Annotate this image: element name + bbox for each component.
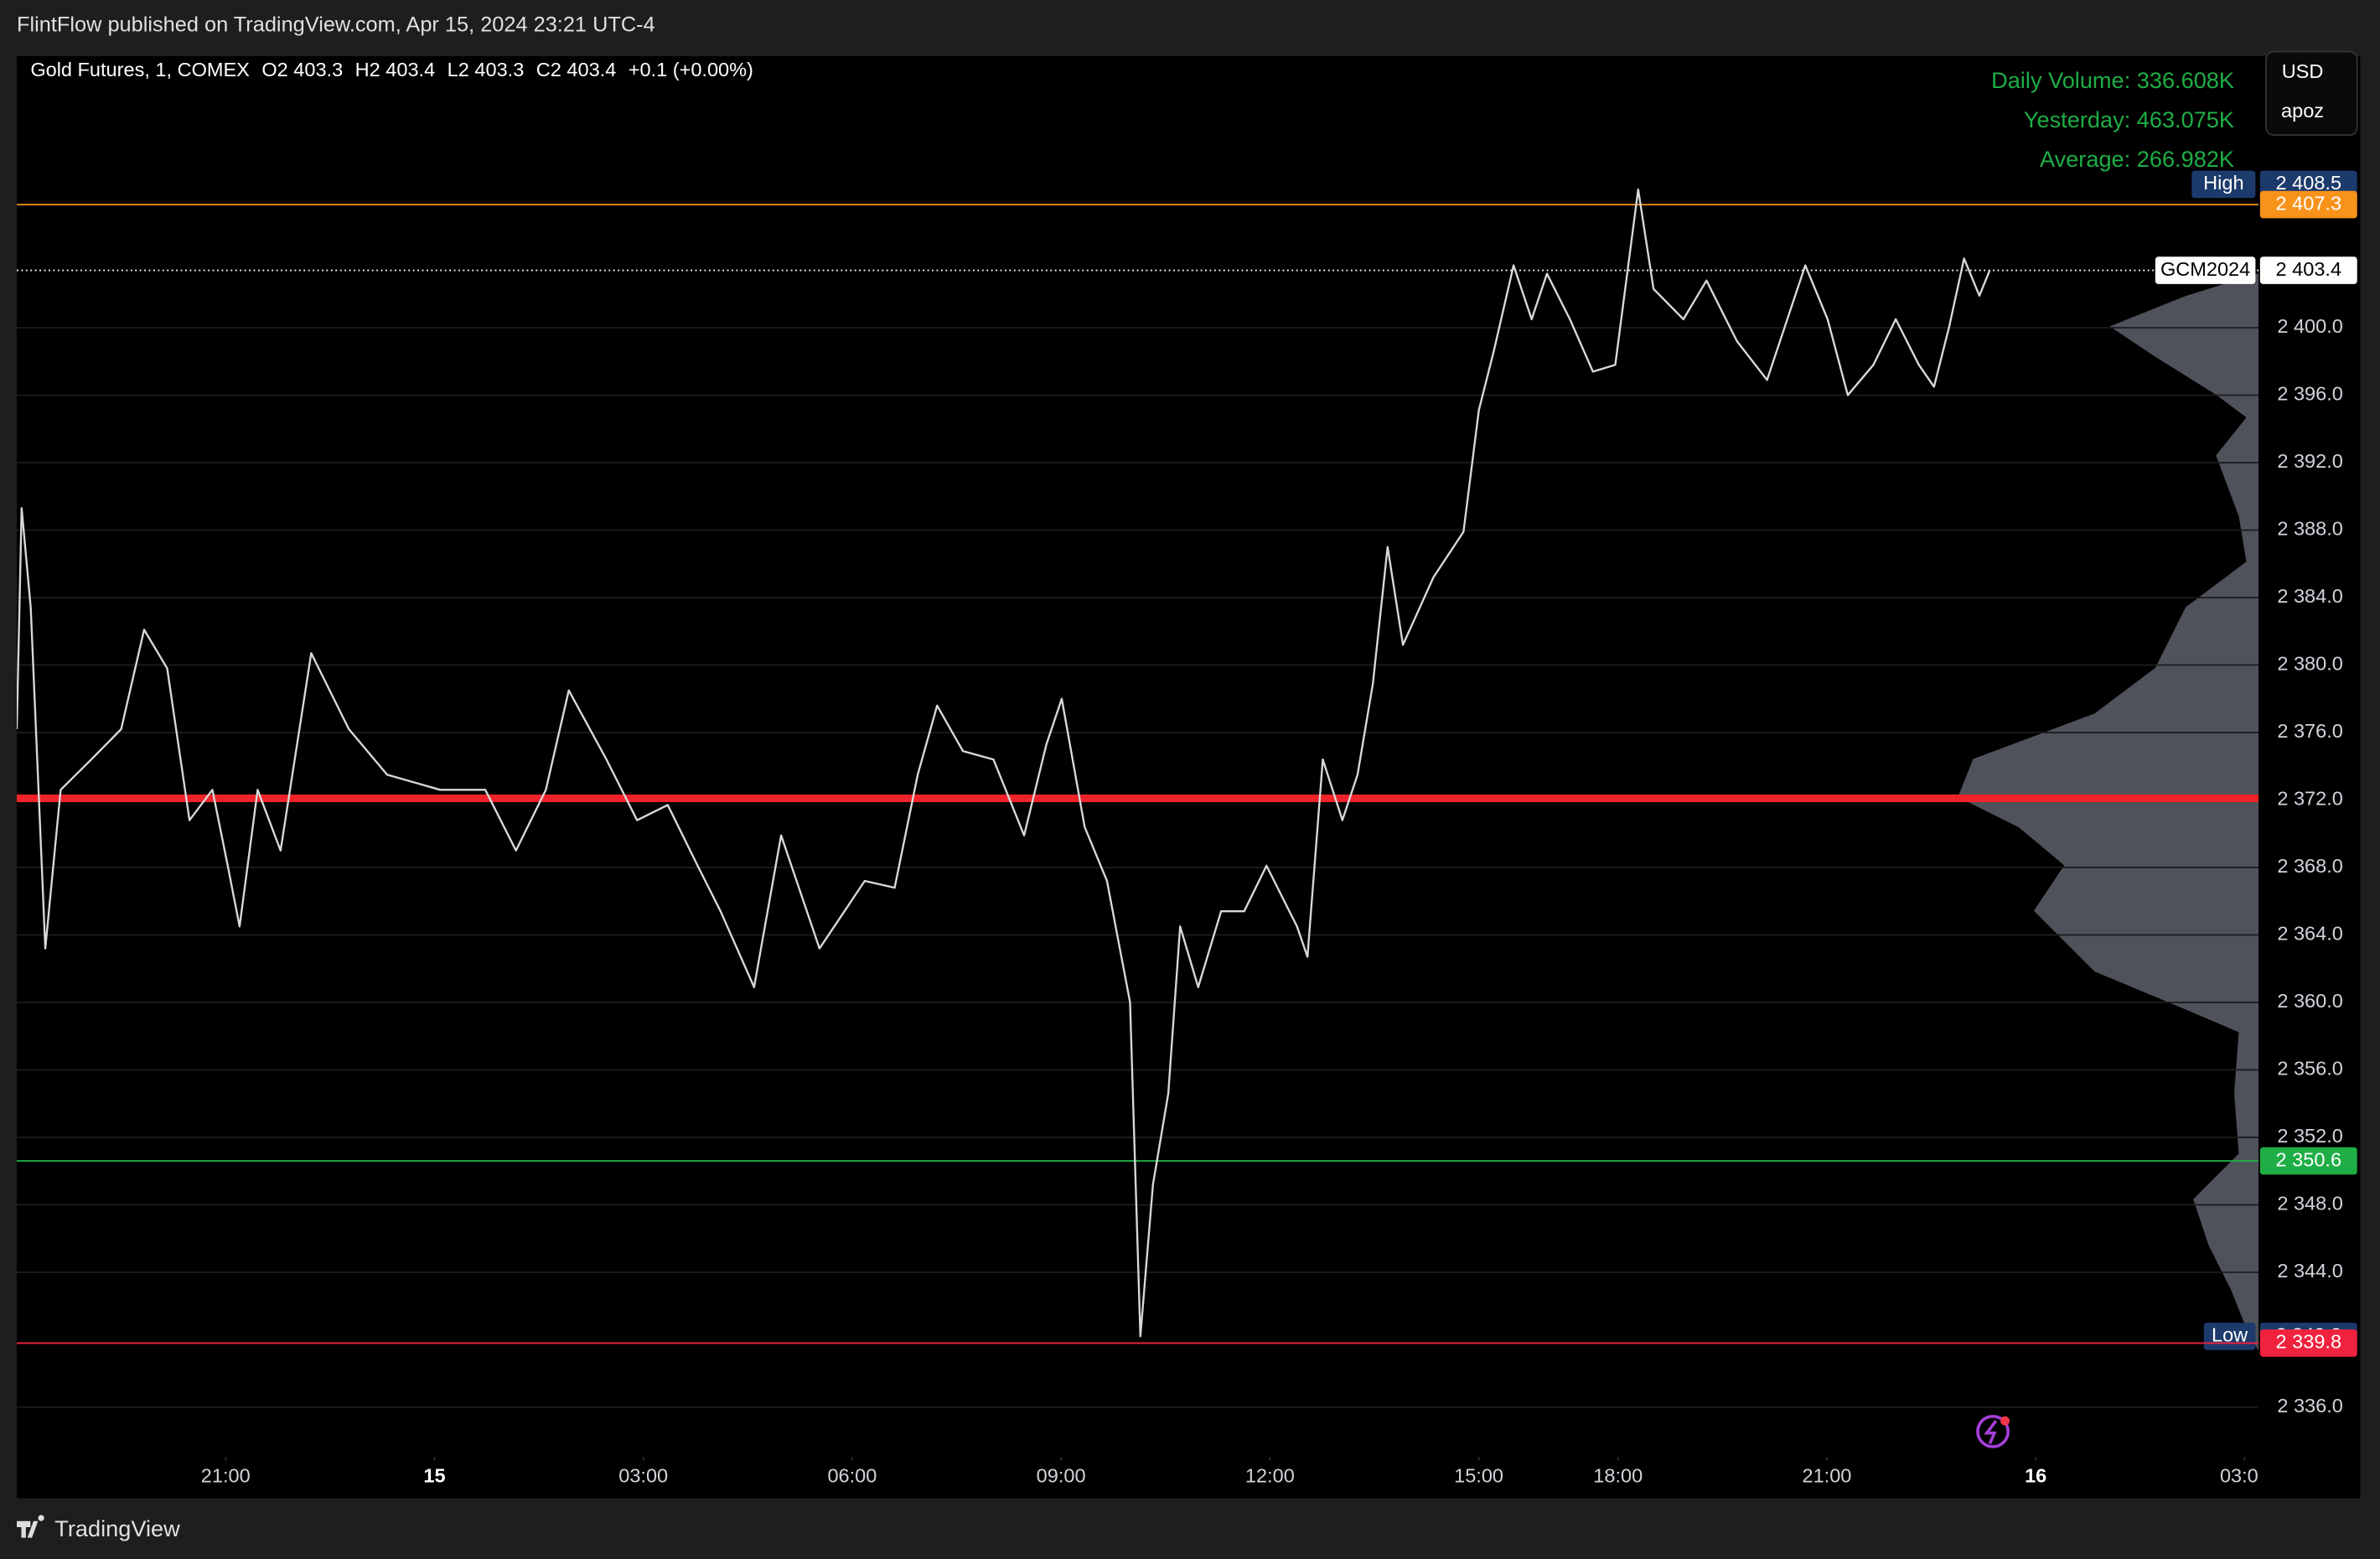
level-tag-label: Low: [2212, 1324, 2248, 1346]
price-badge-label: 2 350.6: [2276, 1148, 2342, 1170]
x-tick-label: 18:00: [1593, 1464, 1643, 1486]
ohlc-value: 2 403.3: [277, 59, 344, 80]
y-tick-label: 2 400.0: [2277, 315, 2343, 337]
publisher: FlintFlow published on TradingView.com, …: [17, 13, 655, 36]
price-badge: [2259, 256, 2357, 284]
y-tick-label: 2 392.0: [2277, 450, 2343, 472]
price-line: [17, 188, 1991, 1338]
tv-logo: [17, 1515, 44, 1538]
level-tag-label: GCM2024: [2160, 258, 2250, 280]
x-tick-label: 21:00: [201, 1464, 251, 1486]
y-tick-label: 2 348.0: [2277, 1193, 2343, 1215]
user[interactable]: apoz: [2281, 100, 2324, 122]
y-tick-label: 2 384.0: [2277, 585, 2343, 607]
volume-stat: Daily Volume: 336.608K: [1991, 67, 2234, 93]
y-tick-label: 2 388.0: [2277, 518, 2343, 540]
x-tick-label: 12:00: [1245, 1464, 1295, 1486]
brand: TradingView: [54, 1515, 180, 1541]
price-badge: [2259, 190, 2357, 219]
change: +0.1 (+0.00%): [629, 59, 753, 80]
y-tick-label: 2 364.0: [2277, 923, 2343, 945]
alert-icon[interactable]: [1976, 1414, 2010, 1448]
x-tick-label: 03:00: [2220, 1464, 2269, 1486]
x-tick-label: 09:00: [1037, 1464, 1086, 1486]
y-tick-label: 2 336.0: [2277, 1395, 2343, 1417]
alert-bolt: [1984, 1420, 1998, 1445]
price-badge: [2259, 1329, 2357, 1357]
y-tick-label: 2 356.0: [2277, 1058, 2343, 1080]
x-tick-label: 06:00: [827, 1464, 877, 1486]
volume-stat: Average: 266.982K: [2040, 146, 2234, 172]
x-axis: 21:00 15 03:00 06:00 09:00 12:00 15:00 18:00 21:…: [201, 1457, 2269, 1486]
x-tick-label: 15:00: [1454, 1464, 1503, 1486]
level-tag: [2191, 170, 2256, 199]
y-tick-label: 2 380.0: [2277, 653, 2343, 675]
ohlc-value: 2 403.4: [370, 59, 436, 80]
x-tick-label: 16: [2025, 1464, 2046, 1486]
price-badge-label: 2 339.8: [2276, 1331, 2342, 1353]
x-tick-label: 03:00: [618, 1464, 668, 1486]
y-tick-label: 2 344.0: [2277, 1260, 2343, 1282]
ohlc-value: 2 403.4: [551, 59, 617, 80]
price-badge-label: 2 403.4: [2276, 258, 2342, 280]
x-tick-label: 21:00: [1803, 1464, 1852, 1486]
level-tag-label: High: [2203, 172, 2243, 194]
price-badge-label: 2 408.5: [2276, 172, 2342, 194]
currency-box[interactable]: [2265, 50, 2358, 137]
volume-profile: [1958, 272, 2259, 1351]
y-tick-label: 2 372.0: [2277, 788, 2343, 810]
volume-stat: Yesterday: 463.075K: [2024, 106, 2234, 132]
currency[interactable]: USD: [2282, 60, 2324, 82]
level-tag: [2155, 256, 2256, 284]
price-badge: [2259, 1147, 2357, 1175]
y-tick-label: 2 396.0: [2277, 383, 2343, 405]
ohlc-key: H: [355, 59, 370, 80]
alert-dot: [2000, 1416, 2010, 1426]
layers: Daily Volume: 336.608K Yesterday: 463.075…: [17, 67, 2357, 1486]
x-tick-label: 15: [423, 1464, 445, 1486]
ohlc-key: L: [448, 59, 458, 80]
legend: Gold Futures, 1, COMEX O2 403.3 H2 403.4 L2…: [30, 59, 753, 80]
y-tick-label: 2 368.0: [2277, 855, 2343, 877]
y-tick-label: 2 376.0: [2277, 720, 2343, 742]
ohlc-value: 2 403.3: [458, 59, 525, 80]
price-badge-label: 2 407.3: [2276, 192, 2342, 214]
ohlc-key: C: [536, 59, 551, 80]
symbol: Gold Futures, 1, COMEX: [30, 59, 250, 80]
y-tick-label: 2 360.0: [2277, 990, 2343, 1012]
y-tick-label: 2 352.0: [2277, 1125, 2343, 1147]
ohlc-key: O: [261, 59, 277, 80]
